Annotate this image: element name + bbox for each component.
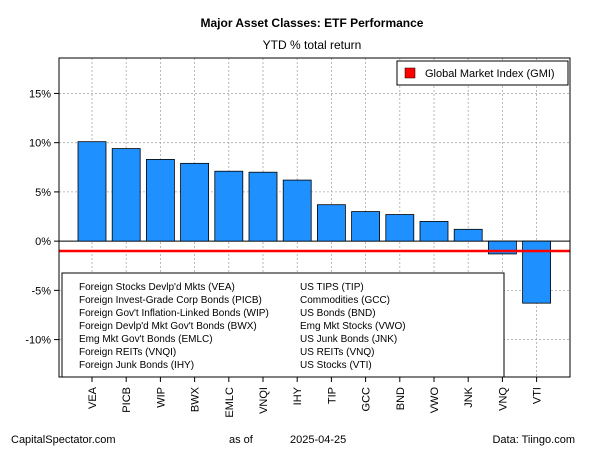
key-item: Emg Mkt Stocks (VWO): [300, 321, 406, 332]
bar-tip: [316, 204, 346, 242]
bar-vea: [77, 141, 107, 242]
key-item: US Junk Bonds (JNK): [300, 334, 397, 345]
key-item: US REITs (VNQ): [300, 347, 374, 358]
footer-source-left: CapitalSpectator.com: [11, 434, 116, 446]
key-table: Foreign Stocks Devlp'd Mkts (VEA) Foreig…: [61, 272, 505, 378]
bars: [77, 141, 551, 304]
key-item: Foreign Devlp'd Mkt Gov't Bonds (BWX): [79, 321, 257, 332]
key-item: Foreign Stocks Devlp'd Mkts (VEA): [79, 282, 235, 293]
bar-gcc: [351, 211, 381, 242]
x-tick-label: TIP: [326, 387, 338, 404]
y-tick-label: -5%: [31, 285, 51, 297]
x-tick-label: EMLC: [224, 387, 236, 418]
key-item: US Bonds (BND): [300, 308, 376, 319]
x-tick-label: JNK: [463, 386, 475, 407]
x-tick-label: VTI: [532, 387, 544, 404]
bar-bnd: [385, 214, 415, 242]
y-tick-label: -10%: [25, 335, 51, 347]
key-item: Foreign Gov't Inflation-Linked Bonds (WI…: [79, 308, 269, 319]
y-tick-label: 0%: [35, 236, 51, 248]
legend-box: [396, 60, 569, 86]
chart-title: Major Asset Classes: ETF Performance: [201, 16, 424, 30]
x-tick-label: VEA: [87, 386, 99, 409]
key-item: Foreign Invest-Grade Corp Bonds (PICB): [79, 295, 262, 306]
x-tick-label: GCC: [361, 387, 373, 412]
bar-bwx: [180, 162, 210, 242]
bar-ihy: [282, 179, 312, 242]
legend-label: Global Market Index (GMI): [425, 68, 555, 80]
x-tick-label: BWX: [190, 386, 202, 412]
key-item: Foreign Junk Bonds (IHY): [79, 360, 194, 371]
bar-emlc: [214, 170, 244, 242]
plot-frame: [58, 57, 571, 378]
y-tick-label: 5%: [35, 187, 51, 199]
x-tick-label: IHY: [292, 386, 304, 405]
key-item: US Stocks (VTI): [300, 360, 372, 371]
bar-wip: [145, 159, 175, 242]
x-tick-label: VNQI: [258, 387, 270, 414]
y-tick-label: 15%: [29, 88, 51, 100]
key-item: US TIPS (TIP): [300, 282, 364, 293]
x-tick-label: VNQ: [497, 387, 509, 411]
bar-vnqi: [248, 171, 278, 242]
x-tick-label: BND: [395, 387, 407, 410]
x-tick-label: PICB: [121, 387, 133, 413]
x-tick-label: VWO: [429, 387, 441, 414]
footer-date: 2025-04-25: [290, 434, 346, 446]
legend: Global Market Index (GMI): [396, 60, 569, 86]
bar-jnk: [453, 228, 483, 242]
footer-as-of-label: as of: [229, 434, 254, 446]
key-item: Commodities (GCC): [300, 295, 390, 306]
key-item: Foreign REITs (VNQI): [79, 347, 176, 358]
footer-source-right: Data: Tiingo.com: [492, 434, 575, 446]
y-tick-label: 10%: [29, 138, 51, 150]
key-table-box: [61, 272, 505, 378]
axes: -10% -5% 0% 5% 10% 15% VEA PICB WIP BWX EMLC VNQI IH…: [25, 88, 543, 417]
x-tick-label: WIP: [155, 387, 167, 408]
bar-picb: [111, 148, 141, 242]
chart-subtitle: YTD % total return: [263, 38, 362, 52]
bar-vwo: [419, 221, 449, 242]
key-item: Emg Mkt Gov't Bonds (EMLC): [79, 334, 213, 345]
legend-swatch: [404, 67, 416, 79]
